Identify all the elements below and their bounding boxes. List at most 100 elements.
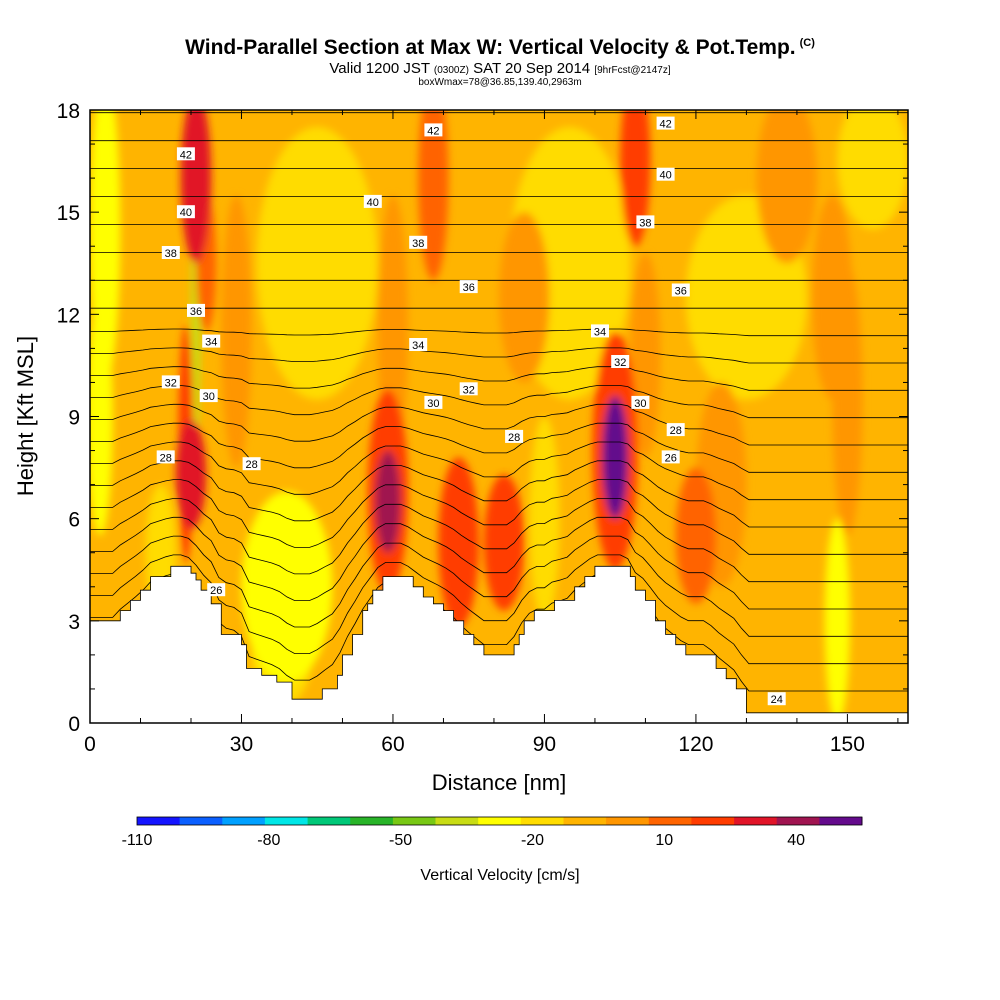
contour-label-box — [409, 338, 428, 351]
contour-label-box — [459, 382, 478, 396]
colorbar-swatch — [520, 817, 564, 825]
colorbar-tick-label: -110 — [122, 832, 153, 849]
colorbar-frame — [136, 816, 863, 826]
terrain-profile — [90, 565, 908, 723]
contour-label-box — [591, 324, 609, 338]
y-tick-label: 0 — [68, 713, 80, 736]
contour-label-box — [363, 194, 382, 208]
colorbar-swatch — [648, 817, 692, 825]
contour-label-text: 28 — [245, 459, 257, 471]
contour-label: 30 — [631, 395, 650, 410]
colorbar-swatch — [137, 817, 181, 825]
contour-label: 28 — [242, 457, 261, 471]
contour-label-text: 40 — [180, 207, 192, 219]
contour-label-text: 26 — [210, 585, 222, 597]
contour-label-box — [767, 692, 786, 706]
colorbar-tick-label: 40 — [787, 832, 805, 849]
contour-label: 36 — [459, 280, 478, 294]
colorbar-tick-label: 10 — [655, 832, 673, 849]
updraft-core — [756, 110, 818, 264]
colorbar-swatch — [691, 817, 735, 825]
contour-label-box — [424, 123, 443, 137]
theta-contour-line — [90, 535, 908, 637]
contour-label-box — [661, 450, 680, 464]
chart-title: Wind-Parallel Section at Max W: Vertical… — [0, 36, 1000, 60]
updraft-core — [438, 457, 479, 628]
contour-label: 28 — [505, 429, 524, 444]
updraft-core — [175, 419, 207, 529]
colorbar-swatch — [606, 817, 650, 825]
contour-label-box — [505, 429, 524, 443]
theta-contour-line — [90, 366, 908, 391]
contour-label-text: 40 — [367, 197, 379, 209]
theta-contour-line — [90, 498, 908, 583]
colorbar-tick-label: -50 — [389, 832, 412, 849]
theta-contour-line — [90, 554, 908, 665]
contour-label-box — [636, 215, 655, 229]
x-tick-label: 150 — [830, 733, 865, 756]
field-blobs — [90, 110, 908, 723]
chart-title-text: Wind-Parallel Section at Max W: Vertical… — [185, 36, 796, 59]
contour-label-box — [631, 395, 650, 409]
potential-temperature-contours — [90, 112, 908, 692]
box-info: boxWmax=78@36.85,139.40,2963m — [418, 77, 582, 88]
forecast-info: [9hrFcst@2147z] — [594, 65, 671, 76]
updraft-core — [620, 110, 651, 247]
contour-label-text: 26 — [665, 452, 677, 464]
contour-label-text: 30 — [634, 398, 646, 410]
contour-label-box — [156, 450, 175, 464]
contour-label-text: 30 — [427, 398, 439, 410]
theta-contour-line — [90, 403, 908, 446]
valid-time-utc: (0300Z) — [433, 65, 469, 76]
contour-label-text: 32 — [614, 357, 626, 369]
colorbar-swatch — [435, 817, 479, 825]
theta-contour-line — [90, 441, 908, 501]
contour-label-text: 42 — [427, 125, 439, 137]
x-axis-label: Distance [nm] — [432, 770, 567, 795]
contour-label: 34 — [591, 324, 609, 338]
contour-label-text: 32 — [463, 384, 475, 396]
downdraft-zone — [256, 127, 378, 400]
contour-label-box — [459, 280, 478, 294]
contour-label-text: 40 — [659, 170, 671, 182]
contour-label: 38 — [636, 215, 655, 229]
valid-date: SAT 20 Sep 2014 — [473, 60, 591, 77]
contour-label-box — [202, 334, 221, 348]
contour-label: 26 — [661, 450, 680, 464]
contour-label: 34 — [409, 338, 428, 352]
colorbar-swatch — [350, 817, 394, 825]
colorbar-swatch — [563, 817, 607, 825]
contour-label-box — [176, 147, 195, 161]
contour-label: 38 — [409, 235, 428, 250]
contour-label: 40 — [363, 194, 382, 209]
y-tick-label: 18 — [57, 100, 80, 123]
updraft-core — [812, 195, 853, 400]
downdraft-zone — [837, 110, 908, 230]
contour-label-text: 34 — [594, 326, 606, 338]
contour-label-text: 36 — [675, 286, 687, 298]
contour-label-box — [409, 235, 428, 249]
contour-label: 32 — [459, 382, 478, 396]
theta-contour-line — [90, 460, 908, 528]
contour-label-text: 28 — [670, 425, 682, 437]
contour-label: 28 — [156, 450, 175, 464]
colorbar-tick-label: -80 — [257, 832, 280, 849]
contour-labels: 42 40 38 36 34 32 30 28 28 26 42 40 38 36 34 32 30 28 42 40… — [156, 116, 786, 706]
theta-contour-line — [90, 347, 908, 364]
contour-label-text: 38 — [412, 238, 424, 250]
theta-contour-line — [90, 385, 908, 419]
theta-contour-line — [90, 479, 908, 555]
contour-label-text: 36 — [190, 306, 202, 318]
contour-label-box — [424, 395, 443, 409]
colorbar-swatch — [179, 817, 223, 825]
contour-label-text: 30 — [203, 391, 215, 403]
contour-label: 42 — [424, 123, 443, 137]
contour-label-text: 32 — [165, 377, 177, 389]
y-tick-label: 9 — [68, 407, 80, 430]
x-tick-label: 0 — [84, 733, 96, 756]
contour-label: 28 — [666, 423, 685, 437]
chart-subtitle: Valid 1200 JST (0300Z) SAT 20 Sep 2014 [… — [0, 60, 1000, 77]
colorbar-swatch — [307, 817, 351, 825]
contour-label: 34 — [202, 334, 221, 349]
